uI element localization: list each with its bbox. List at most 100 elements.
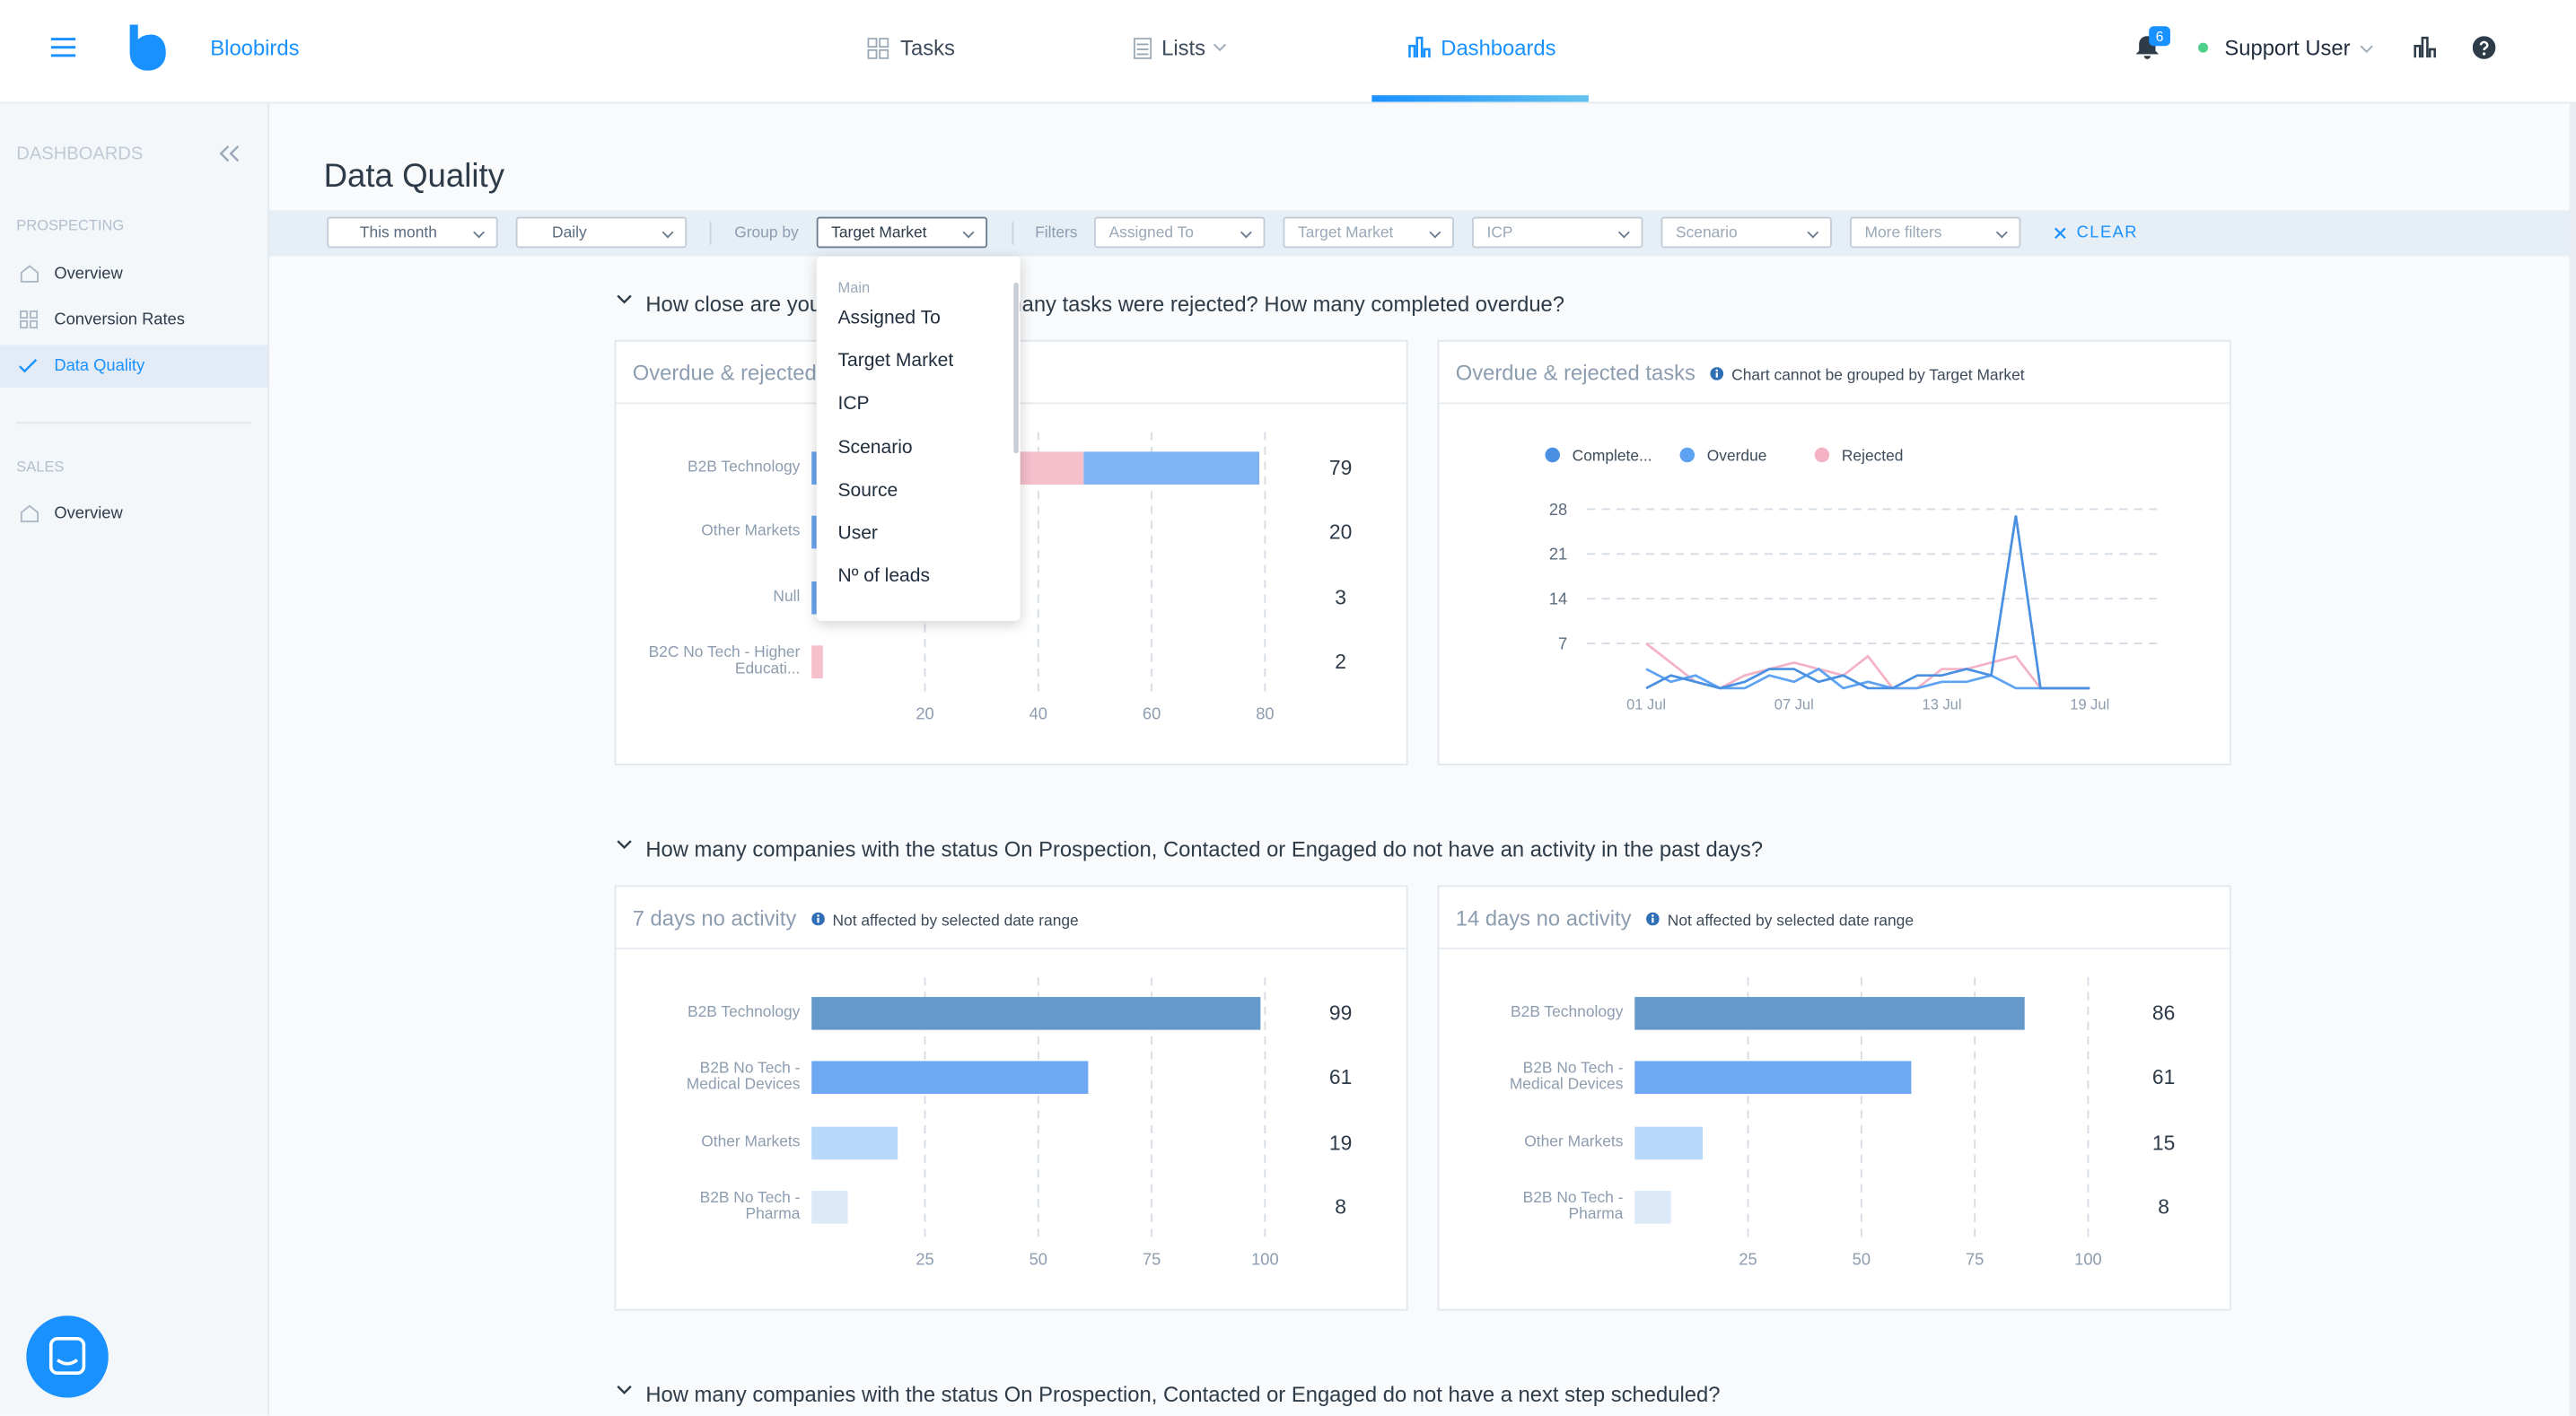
select-value: Daily — [552, 223, 587, 242]
y-tick-label: 14 — [1549, 590, 1567, 608]
interval-select[interactable]: Daily — [515, 216, 688, 249]
dropdown-option[interactable]: User — [837, 523, 878, 544]
x-tick-label: 07 Jul — [1774, 697, 1814, 713]
nav-tab-active[interactable]: Dashboards — [1441, 35, 1556, 60]
category-label: Null — [773, 588, 801, 607]
group-by-select[interactable]: Target Market — [816, 216, 988, 249]
dropdown-option[interactable]: ICP — [837, 394, 870, 415]
x-tick-label: 60 — [1143, 704, 1161, 723]
category-label: B2B Technology — [688, 1003, 801, 1022]
panel-header — [1439, 342, 2230, 405]
x-tick-label: 20 — [916, 704, 933, 723]
select-value: More filters — [1864, 223, 1942, 242]
menu-icon[interactable] — [50, 36, 77, 59]
value-label: 8 — [2158, 1195, 2169, 1219]
active-underline — [1371, 95, 1589, 102]
collapse-chevron[interactable] — [616, 1385, 632, 1396]
bar-segment — [811, 645, 823, 678]
x-tick-label: 19 Jul — [2070, 697, 2109, 713]
sidebar-item[interactable]: Overview — [54, 265, 123, 284]
total-label: 2 — [1335, 650, 1346, 673]
value-label: 15 — [2152, 1131, 2175, 1154]
collapse-chevron[interactable] — [616, 839, 632, 851]
category-label: B2B No Tech - Pharma — [699, 1189, 801, 1224]
chevron — [2360, 45, 2373, 53]
dropdown-option[interactable]: Assigned To — [837, 309, 941, 329]
group-by-label: Group by — [734, 223, 799, 242]
analytics-icon[interactable] — [2414, 36, 2437, 59]
select-value: Assigned To — [1108, 223, 1194, 242]
x-tick-label: 25 — [1739, 1249, 1757, 1268]
sidebar-item[interactable]: Conversion Rates — [54, 310, 185, 329]
filter-select[interactable]: Assigned To — [1094, 216, 1266, 249]
bar — [1634, 1191, 1671, 1224]
divider — [709, 222, 712, 245]
sidebar-item-active[interactable]: Data Quality — [54, 357, 145, 376]
nav-tab[interactable]: Lists — [1161, 35, 1206, 60]
dropdown-option[interactable]: Scenario — [837, 438, 913, 459]
grid-icon — [19, 310, 39, 329]
filter-select[interactable]: Target Market — [1283, 216, 1454, 249]
clear-icon — [2055, 227, 2066, 240]
scrollbar[interactable] — [1013, 282, 1019, 454]
category-label: B2B No Tech - Pharma — [1522, 1189, 1624, 1224]
x-tick-label: 25 — [916, 1249, 933, 1268]
value-label: 99 — [1329, 1001, 1352, 1025]
dropdown-group: Main — [837, 279, 871, 296]
total-label: 20 — [1329, 520, 1352, 543]
notification-badge: 6 — [2149, 26, 2170, 47]
home-icon — [20, 504, 39, 523]
active-row — [0, 345, 268, 388]
collapse-chevron[interactable] — [616, 294, 632, 306]
filter-select[interactable]: ICP — [1472, 216, 1643, 249]
clear-button[interactable]: CLEAR — [2076, 223, 2139, 242]
legend-label: Overdue — [1707, 446, 1767, 464]
legend-label: Rejected — [1842, 446, 1904, 464]
bar — [1634, 1061, 1912, 1095]
select-value: Target Market — [1298, 223, 1394, 242]
help-icon[interactable] — [2472, 36, 2496, 59]
panel-header — [1439, 887, 2230, 949]
check-icon — [18, 358, 39, 374]
top-nav: Bloobirds Tasks Lists Dashboards 6 Suppo… — [0, 0, 2576, 104]
dropdown-option[interactable]: Target Market — [837, 351, 954, 371]
value-label: 86 — [2152, 1001, 2175, 1025]
chart-plot: 25 50 75 100 99 61 19 8 — [811, 977, 1352, 1268]
page-title: Data Quality — [323, 158, 505, 195]
filter-select[interactable]: More filters — [1850, 216, 2021, 249]
title-text: 14 days no activity — [1455, 905, 1632, 931]
home-icon — [20, 265, 39, 283]
section-question: How many companies with the status On Pr… — [645, 1382, 1721, 1407]
info-icon — [810, 912, 825, 926]
panel-header — [616, 887, 1406, 949]
date-select[interactable]: This month — [327, 216, 498, 249]
brand[interactable]: Bloobirds — [210, 35, 300, 60]
category-label: B2C No Tech - Higher Educati... — [648, 643, 801, 678]
x-tick-label: 80 — [1256, 704, 1274, 723]
x-tick-label: 75 — [1966, 1249, 1984, 1268]
sidebar-item[interactable]: Overview — [54, 504, 123, 523]
chart-plot: 7 14 21 28 01 Jul 07 Jul 13 Jul 19 Jul Complete.… — [1545, 446, 2160, 713]
section-title: SALES — [16, 458, 65, 475]
category-label: Other Markets — [1524, 1133, 1624, 1152]
filter-select[interactable]: Scenario — [1660, 216, 1832, 249]
panel-note: Not affected by selected date range — [1667, 912, 1914, 931]
chart-panel: 14 days no activity Not affected by selec… — [1437, 885, 2231, 1311]
select-value: This month — [359, 223, 437, 242]
panel-note: Not affected by selected date range — [832, 912, 1079, 931]
section-title: PROSPECTING — [16, 216, 125, 233]
nav-tab[interactable]: Tasks — [900, 35, 955, 60]
x-tick-label: 75 — [1143, 1249, 1161, 1268]
panel-note: Chart cannot be grouped by Target Market — [1731, 367, 2025, 386]
collapse-icon[interactable] — [218, 144, 240, 162]
chat-launcher[interactable] — [26, 1315, 109, 1398]
logo[interactable] — [127, 24, 166, 71]
chart-panel: 7 days no activity Not affected by select… — [614, 885, 1408, 1311]
user-name[interactable]: Support User — [2224, 35, 2351, 60]
dropdown-option[interactable]: Nº of leads — [837, 566, 930, 587]
dropdown-option[interactable]: Source — [837, 481, 898, 502]
title-text: 7 days no activity — [632, 905, 797, 931]
chart-panel: Overdue & rejected tasks Chart cannot be … — [1437, 339, 2231, 765]
x-tick-label: 50 — [1030, 1249, 1047, 1268]
